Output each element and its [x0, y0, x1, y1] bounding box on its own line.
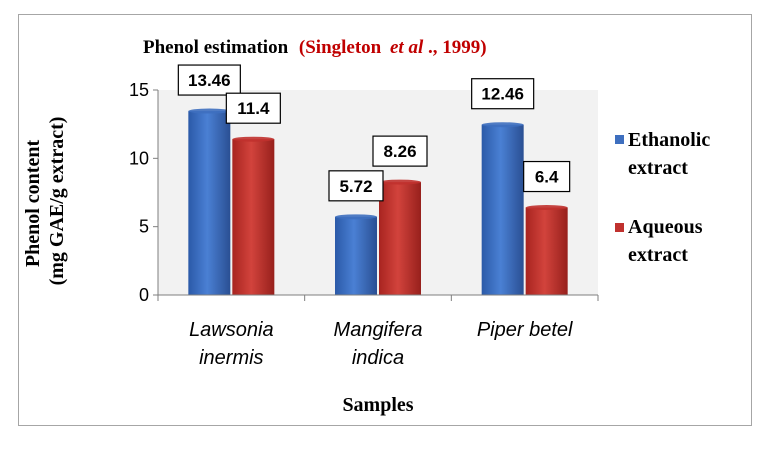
legend-label-ethanolic: Ethanolic extract [628, 129, 715, 179]
y-tick-label: 0 [139, 285, 149, 305]
bar-top-ethanolic-mangifera [335, 214, 377, 220]
y-tick-label: 15 [129, 80, 149, 100]
x-tick-label-line1: Mangifera [334, 319, 423, 341]
data-label-box-ethanolic-piper-betel [471, 78, 535, 110]
chart-title-citation-italic: et al [390, 37, 424, 58]
y-axis-title: Phenol content (mg GAE/g extract) [22, 117, 68, 286]
data-labels: 13.46 5.72 12.46 11.4 8.26 6.4 [177, 64, 571, 202]
x-tick-label-line2: inermis [199, 347, 263, 369]
legend-swatch-aqueous [615, 223, 624, 232]
bar-top-ethanolic-piper-betel [481, 122, 524, 128]
data-label-aqueous-lawsonia: 11.4 [237, 99, 270, 118]
data-label-aqueous-piper-betel: 6.4 [535, 168, 559, 187]
y-ticks: 0 5 10 15 [129, 80, 158, 305]
x-categories: Lawsonia inermis Mangifera indica Piper bete… [157, 295, 599, 369]
x-tick-label-lawsonia: Lawsonia inermis [189, 319, 274, 369]
bar-ethanolic-piper-betel [481, 124, 524, 295]
data-label-ethanolic-lawsonia: 13.46 [188, 71, 231, 90]
y-axis-title-line1: Phenol content [22, 140, 44, 268]
bar-top-aqueous-piper-betel [525, 205, 568, 211]
legend: Ethanolic extract Aqueous extract [615, 129, 715, 266]
data-label-box-ethanolic-lawsonia [177, 64, 241, 96]
legend-aqueous-line1: Aqueous [628, 216, 703, 238]
x-tick-label-line1: Piper betel [477, 319, 573, 341]
x-tick-label-mangifera: Mangifera indica [334, 319, 423, 369]
data-label-box-aqueous-lawsonia [225, 92, 281, 124]
data-label-box-ethanolic-mangifera [328, 170, 384, 202]
legend-label-aqueous: Aqueous extract [628, 216, 707, 266]
legend-swatch-ethanolic [615, 135, 624, 144]
chart-title-main: Phenol estimation [143, 37, 289, 58]
bar-aqueous-mangifera [379, 182, 421, 295]
chart: Phenol estimation (Singleton et al ., 19… [22, 37, 715, 416]
bar-top-aqueous-mangifera [379, 179, 421, 185]
x-tick-label-line2: indica [352, 347, 404, 369]
y-tick-label: 5 [139, 217, 149, 237]
x-tick-label-line1: Lawsonia [189, 319, 274, 341]
chart-frame: Phenol estimation (Singleton et al ., 19… [18, 14, 752, 426]
data-label-aqueous-mangifera: 8.26 [383, 142, 416, 161]
chart-title-citation: (Singleton [299, 37, 382, 58]
chart-title-citation-end: ., 1999) [428, 37, 487, 58]
bar-aqueous-lawsonia [232, 139, 275, 295]
y-axis-title-line2: (mg GAE/g extract) [46, 117, 68, 286]
legend-aqueous-line2: extract [628, 244, 688, 266]
data-label-box-aqueous-mangifera [372, 135, 428, 167]
x-axis-title: Samples [342, 394, 413, 416]
data-label-ethanolic-piper-betel: 12.46 [481, 85, 524, 104]
data-label-ethanolic-mangifera: 5.72 [339, 177, 372, 196]
bar-ethanolic-mangifera [335, 216, 377, 295]
legend-ethanolic-line1: Ethanolic [628, 129, 710, 151]
y-tick-label: 10 [129, 148, 149, 168]
bar-top-aqueous-lawsonia [232, 136, 275, 142]
legend-ethanolic-line2: extract [628, 157, 688, 179]
bars [188, 108, 568, 296]
x-tick-label-piper-betel: Piper betel [477, 319, 573, 341]
data-label-box-aqueous-piper-betel [523, 160, 571, 193]
bar-ethanolic-lawsonia [188, 111, 231, 296]
bar-top-ethanolic-lawsonia [188, 108, 231, 114]
bar-aqueous-piper-betel [525, 207, 568, 295]
chart-title: Phenol estimation (Singleton et al ., 19… [143, 37, 487, 58]
